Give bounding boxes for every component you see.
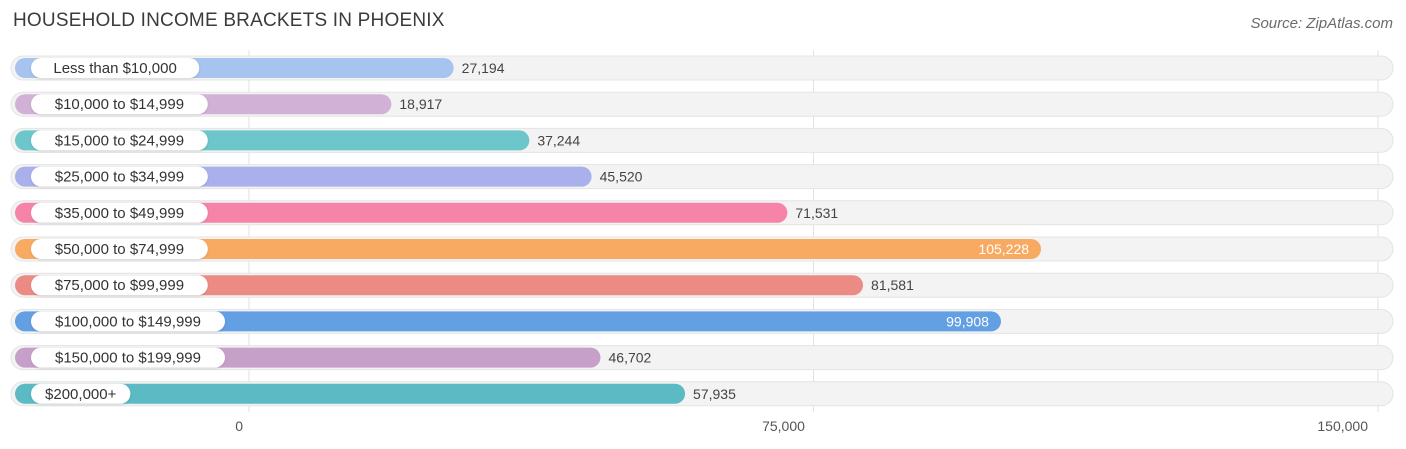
category-label: $15,000 to $24,999 [55, 132, 184, 149]
bar[interactable] [15, 311, 1001, 332]
category-label-pill [31, 202, 208, 223]
category-label: $25,000 to $34,999 [55, 169, 184, 186]
value-label: 45,520 [600, 169, 643, 185]
category-label-pill [31, 311, 225, 332]
category-label: $75,000 to $99,999 [55, 277, 184, 294]
value-label: 18,917 [399, 96, 442, 112]
x-tick-label: 75,000 [762, 418, 805, 434]
category-label-pill [31, 383, 131, 404]
category-label-pill [31, 275, 208, 296]
source-credit: Source: ZipAtlas.com [1250, 15, 1393, 32]
category-label: $10,000 to $14,999 [55, 96, 184, 113]
category-label: $35,000 to $49,999 [55, 205, 184, 222]
category-label: $50,000 to $74,999 [55, 241, 184, 258]
category-label: Less than $10,000 [53, 60, 176, 77]
value-label: 99,908 [946, 313, 989, 329]
category-label: $200,000+ [45, 386, 117, 403]
value-label: 46,702 [609, 350, 652, 366]
category-label-pill [31, 58, 200, 78]
value-label: 81,581 [871, 277, 914, 293]
value-label: 57,935 [693, 386, 736, 402]
category-label-pill [31, 239, 208, 259]
bar[interactable] [15, 275, 864, 296]
value-label: 105,228 [978, 241, 1029, 257]
category-label-pill [31, 94, 208, 115]
category-label: $150,000 to $199,999 [55, 350, 201, 367]
category-label: $100,000 to $149,999 [55, 313, 201, 330]
bar[interactable] [15, 239, 1042, 259]
x-tick-label: 150,000 [1317, 418, 1368, 434]
value-label: 27,194 [462, 60, 505, 76]
bar[interactable] [15, 383, 686, 404]
category-label-pill [31, 130, 208, 151]
value-label: 37,244 [537, 132, 580, 148]
chart-title: HOUSEHOLD INCOME BRACKETS IN PHOENIX [13, 10, 445, 31]
category-label-pill [31, 166, 208, 187]
category-label-pill [31, 347, 225, 368]
x-tick-label: 0 [235, 418, 243, 434]
value-label: 71,531 [795, 205, 838, 221]
bar[interactable] [15, 202, 788, 223]
